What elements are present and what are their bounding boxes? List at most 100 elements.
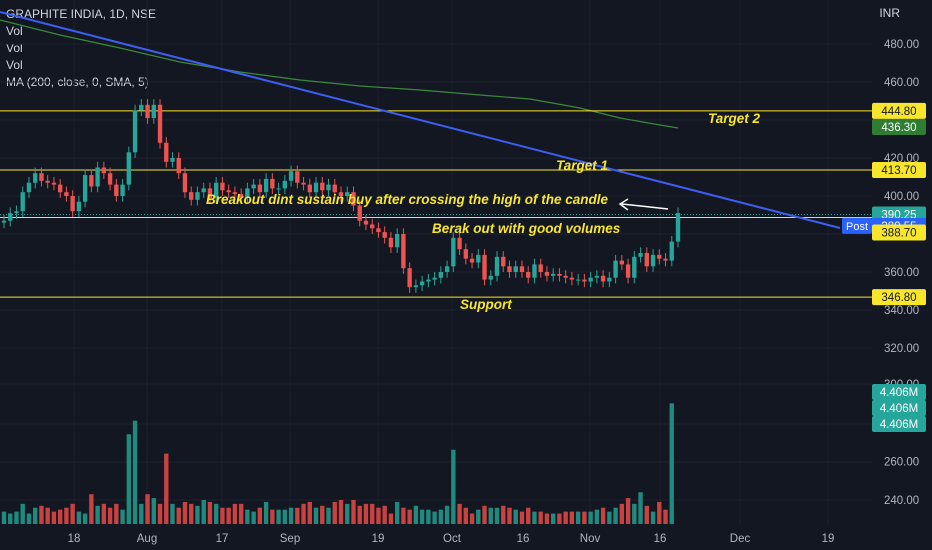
candle (214, 182, 219, 198)
candle (45, 180, 50, 183)
price-axis-tick: 400.00 (884, 191, 919, 203)
candle (438, 272, 444, 278)
volume-bar (107, 507, 113, 524)
volume-bar (232, 503, 238, 524)
candle (57, 184, 63, 193)
volume-bar (613, 507, 618, 524)
annotation-text: Breakout dint sustain buy after crossing… (206, 192, 609, 207)
price-label: 444.80 (881, 106, 916, 118)
candle (120, 184, 125, 196)
time-axis-tick: Nov (580, 533, 601, 545)
candle (82, 175, 88, 202)
volume-bar (582, 511, 587, 524)
candle (594, 275, 600, 278)
candle (39, 173, 44, 181)
volume-bar (126, 434, 131, 524)
price-label: 436.30 (881, 122, 916, 134)
volume-bar (432, 511, 437, 524)
volume-bar (370, 503, 375, 524)
volume-label-box (872, 384, 926, 400)
arrow-head (618, 198, 629, 211)
volume-bar (588, 511, 593, 524)
volume-indicator-label[interactable]: Vol (6, 24, 23, 38)
price-axis-tick: 240.00 (884, 495, 919, 507)
volume-bar (569, 511, 575, 524)
volume-bar (220, 507, 225, 524)
time-axis-tick: 16 (517, 533, 530, 545)
candle (494, 256, 500, 276)
candle (326, 184, 331, 191)
volume-bar (288, 507, 294, 524)
volume-bar (657, 501, 662, 524)
candle (394, 234, 400, 248)
candle (532, 264, 537, 278)
candle (625, 264, 631, 278)
candle (20, 192, 25, 212)
candle (257, 184, 263, 193)
candle (176, 158, 181, 174)
volume-bar (575, 511, 581, 524)
volume-bar (501, 505, 506, 524)
volume-bar (313, 507, 319, 524)
price-axis-tick: 360.00 (884, 267, 919, 279)
candle (33, 173, 38, 183)
candle (575, 279, 581, 281)
candle (513, 266, 518, 272)
volume-bar (444, 505, 450, 524)
candle (251, 184, 256, 189)
candle (320, 182, 325, 191)
candle (295, 171, 300, 183)
volume-bar (600, 507, 606, 524)
candle (600, 275, 606, 282)
volume-label: 4.406M (880, 387, 918, 399)
volume-bar (376, 507, 381, 524)
annotation-text: Target 2 (708, 111, 761, 126)
candle (276, 188, 281, 190)
volume-bar (351, 500, 356, 524)
candle (675, 213, 681, 242)
candle (220, 182, 225, 191)
price-label-box (872, 289, 926, 306)
moving-average-line (0, 19, 679, 129)
candle (401, 234, 406, 269)
volume-bar (363, 503, 369, 524)
volume-bar (263, 501, 269, 524)
candle (519, 266, 525, 272)
volume-bar (226, 507, 231, 524)
candle (388, 237, 394, 248)
candle (426, 279, 431, 282)
volume-bar (338, 500, 344, 524)
candle (619, 260, 625, 265)
price-label-box (872, 224, 926, 241)
volume-label-box (872, 416, 926, 432)
volume-bar (164, 453, 169, 524)
volume-bar (345, 503, 350, 524)
volume-indicator-label[interactable]: Vol (6, 58, 23, 72)
volume-bar (57, 509, 63, 524)
volume-bar (619, 503, 625, 524)
candle (307, 184, 312, 193)
volume-bar (189, 503, 194, 524)
symbol-title[interactable]: GRAPHITE INDIA, 1D, NSE (6, 7, 157, 21)
volume-bar (382, 505, 387, 524)
annotation-text: Support (460, 297, 512, 312)
volume-bar (650, 511, 656, 524)
volume-bar (114, 503, 119, 524)
volume-bar (451, 449, 456, 524)
trend-line (0, 11, 841, 229)
volume-bar (176, 507, 181, 524)
candle (189, 192, 194, 200)
volume-bar (201, 500, 206, 524)
annotation-text: Target 1 (556, 158, 608, 173)
volume-bar (8, 513, 13, 524)
annotation-text: Berak out with good volumes (432, 221, 621, 236)
candle (157, 104, 163, 143)
volume-bar (195, 505, 200, 524)
candle (607, 277, 612, 282)
volume-bar (295, 507, 300, 524)
volume-bar (157, 503, 163, 524)
price-label: 388.70 (881, 227, 916, 239)
candle (232, 192, 238, 195)
price-label-box (872, 119, 926, 136)
